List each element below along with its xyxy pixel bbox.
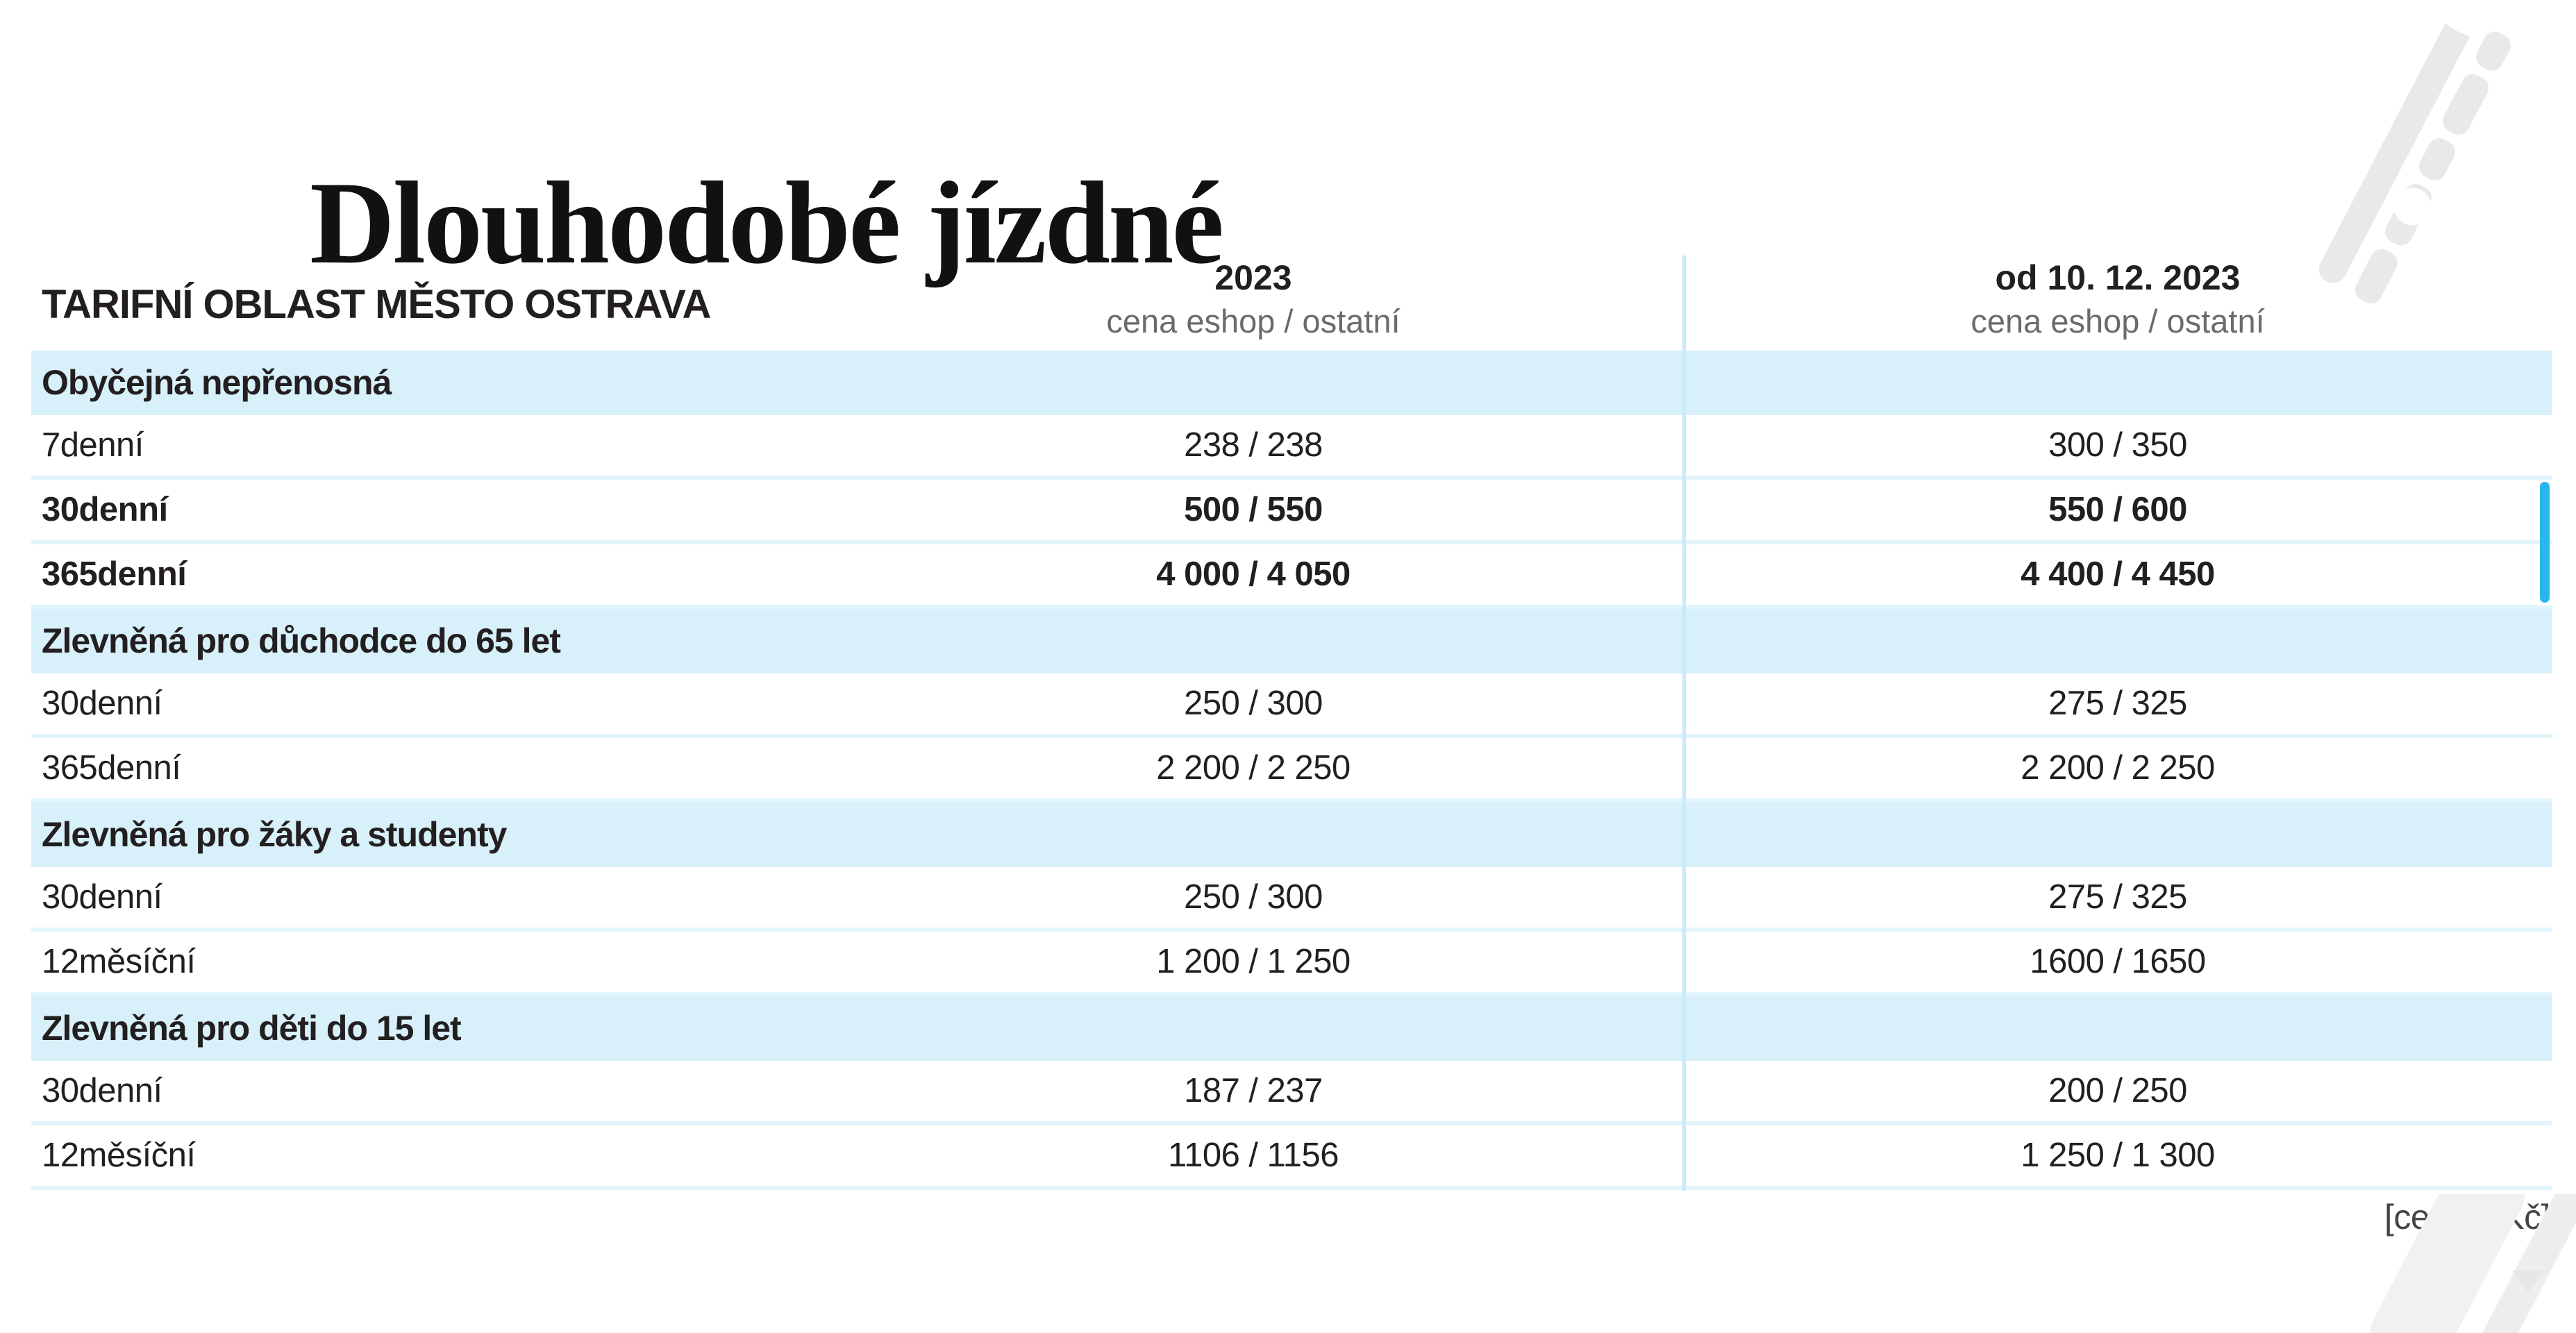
- table-row: 30denní 250 / 300 275 / 325: [31, 867, 2552, 932]
- price-2023-cell: 500 / 550: [1184, 491, 1323, 528]
- price-new-cell: 4 400 / 4 450: [2021, 555, 2215, 593]
- page-title: Dlouhodobé jízdné: [310, 157, 1224, 288]
- column-period-label: od 10. 12. 2023: [1995, 258, 2241, 297]
- table-row: 30denní 500 / 550 550 / 600: [31, 480, 2552, 544]
- row-label: 30denní: [42, 491, 168, 528]
- price-new-cell: 275 / 325: [2048, 685, 2187, 722]
- price-new-cell: 275 / 325: [2048, 878, 2187, 916]
- row-label: 30denní: [42, 878, 162, 916]
- section-header: Zlevněná pro žáky a studenty: [31, 803, 2552, 867]
- table-row: 30denní 250 / 300 275 / 325: [31, 673, 2552, 738]
- column-subtitle: cena eshop / ostatní: [1971, 303, 2265, 339]
- row-label: 365denní: [42, 555, 187, 593]
- price-new-cell: 200 / 250: [2048, 1072, 2187, 1109]
- fare-table: TARIFNÍ OBLAST MĚSTO OSTRAVA 2023 cena e…: [31, 253, 2552, 1190]
- price-2023-cell: 238 / 238: [1184, 426, 1323, 464]
- column-header-new-tariff: od 10. 12. 2023 cena eshop / ostatní: [1684, 258, 2552, 340]
- row-label: 365denní: [42, 749, 181, 787]
- column-period-label: 2023: [1214, 258, 1292, 297]
- highlight-bar: [2540, 482, 2550, 603]
- table-row: 7denní 238 / 238 300 / 350: [31, 415, 2552, 480]
- row-label: 30denní: [42, 1072, 162, 1109]
- table-row: 365denní 4 000 / 4 050 4 400 / 4 450: [31, 544, 2552, 609]
- column-header-2023: 2023 cena eshop / ostatní: [823, 258, 1684, 340]
- row-label: 7denní: [42, 426, 144, 464]
- row-label: 12měsíční: [42, 1137, 196, 1174]
- price-2023-cell: 4 000 / 4 050: [1156, 555, 1350, 593]
- tariff-area-label: TARIFNÍ OBLAST MĚSTO OSTRAVA: [42, 282, 711, 327]
- price-2023-cell: 1 200 / 1 250: [1156, 943, 1350, 980]
- price-new-cell: 300 / 350: [2048, 426, 2187, 464]
- price-new-cell: 1600 / 1650: [2030, 943, 2206, 980]
- table-row: 12měsíční 1 200 / 1 250 1600 / 1650: [31, 932, 2552, 996]
- price-new-cell: 1 250 / 1 300: [2021, 1137, 2215, 1174]
- price-2023-cell: 250 / 300: [1184, 685, 1323, 722]
- row-label: 12měsíční: [42, 943, 196, 980]
- price-new-cell: 550 / 600: [2048, 491, 2187, 528]
- price-2023-cell: 187 / 237: [1184, 1072, 1323, 1109]
- table-row: 30denní 187 / 237 200 / 250: [31, 1061, 2552, 1125]
- currency-footnote: [ceny v Kč]: [2384, 1198, 2551, 1236]
- table-body: Obyčejná nepřenosná 7denní 238 / 238 300 / …: [31, 351, 2552, 1190]
- table-row: 12měsíční 1106 / 1156 1 250 / 1 300: [31, 1125, 2552, 1190]
- column-subtitle: cena eshop / ostatní: [1106, 303, 1400, 339]
- section-header: Zlevněná pro děti do 15 let: [31, 996, 2552, 1061]
- row-label: 30denní: [42, 685, 162, 722]
- section-header: Obyčejná nepřenosná: [31, 351, 2552, 415]
- price-2023-cell: 2 200 / 2 250: [1156, 749, 1350, 787]
- price-new-cell: 2 200 / 2 250: [2021, 749, 2215, 787]
- price-2023-cell: 1106 / 1156: [1167, 1137, 1339, 1174]
- column-divider-line: [1682, 255, 1686, 1191]
- section-header: Zlevněná pro důchodce do 65 let: [31, 609, 2552, 673]
- price-2023-cell: 250 / 300: [1184, 878, 1323, 916]
- table-row: 365denní 2 200 / 2 250 2 200 / 2 250: [31, 738, 2552, 803]
- table-header-row: TARIFNÍ OBLAST MĚSTO OSTRAVA 2023 cena e…: [31, 253, 2552, 351]
